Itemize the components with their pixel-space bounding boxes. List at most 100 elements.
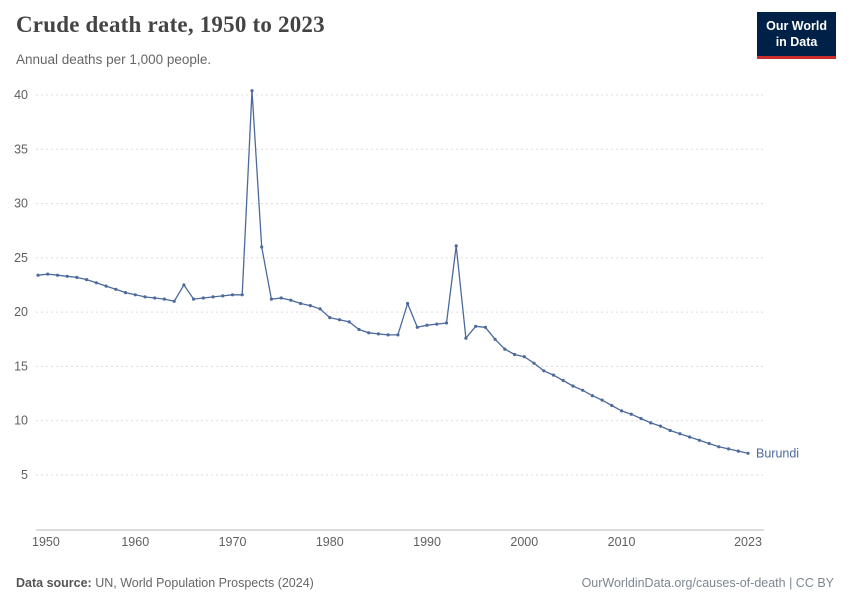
data-point[interactable] xyxy=(36,273,40,277)
data-point[interactable] xyxy=(104,284,108,288)
y-tick-label: 25 xyxy=(14,251,28,265)
data-point[interactable] xyxy=(415,325,419,329)
data-point[interactable] xyxy=(561,378,565,383)
data-point[interactable] xyxy=(357,327,361,332)
data-point[interactable] xyxy=(240,293,244,297)
data-point[interactable] xyxy=(337,318,342,322)
series-label[interactable]: Burundi xyxy=(756,446,799,460)
chart-subtitle: Annual deaths per 1,000 people. xyxy=(16,52,212,67)
data-point[interactable] xyxy=(172,299,176,303)
data-point[interactable] xyxy=(201,296,205,300)
data-point[interactable] xyxy=(279,296,283,300)
data-point[interactable] xyxy=(269,297,273,301)
data-point[interactable] xyxy=(318,307,322,311)
data-point[interactable] xyxy=(542,369,546,373)
data-point[interactable] xyxy=(425,323,429,327)
data-point[interactable] xyxy=(658,424,663,428)
credit-link[interactable]: OurWorldinData.org/causes-of-death | CC … xyxy=(581,576,834,590)
data-point[interactable] xyxy=(649,421,653,425)
x-tick-label: 1970 xyxy=(219,535,247,549)
x-tick-label: 2023 xyxy=(734,535,762,549)
data-point[interactable] xyxy=(746,451,750,455)
data-point[interactable] xyxy=(483,325,487,329)
data-point[interactable] xyxy=(221,294,225,298)
x-tick-label: 2010 xyxy=(608,535,636,549)
data-point[interactable] xyxy=(367,331,371,335)
y-tick-label: 10 xyxy=(14,414,28,428)
y-tick-label: 5 xyxy=(21,468,28,482)
data-point[interactable] xyxy=(581,388,585,392)
owid-logo-line2: in Data xyxy=(775,35,818,50)
x-tick-label: 1960 xyxy=(121,535,149,549)
data-point[interactable] xyxy=(376,332,380,336)
data-point[interactable] xyxy=(717,445,721,449)
data-point[interactable] xyxy=(736,449,740,453)
data-point[interactable] xyxy=(211,295,215,299)
data-point[interactable] xyxy=(260,245,264,249)
data-point[interactable] xyxy=(396,333,400,337)
data-point[interactable] xyxy=(299,301,303,306)
data-point[interactable] xyxy=(250,89,254,93)
data-point[interactable] xyxy=(347,320,351,324)
data-point[interactable] xyxy=(85,278,89,282)
x-tick-label: 1990 xyxy=(413,535,441,549)
data-point[interactable] xyxy=(600,398,604,402)
data-source-text: UN, World Population Prospects (2024) xyxy=(91,576,314,590)
data-point[interactable] xyxy=(620,409,624,413)
data-point[interactable] xyxy=(65,274,69,278)
data-point[interactable] xyxy=(75,275,79,279)
data-point[interactable] xyxy=(503,347,507,351)
data-point[interactable] xyxy=(230,293,235,297)
y-tick-label: 15 xyxy=(14,359,28,373)
data-point[interactable] xyxy=(474,324,478,328)
owid-logo-line1: Our World xyxy=(766,19,827,33)
owid-logo[interactable]: Our World in Data xyxy=(757,12,836,59)
data-point[interactable] xyxy=(55,273,60,277)
data-point[interactable] xyxy=(289,298,293,302)
data-point[interactable] xyxy=(454,244,458,248)
data-point[interactable] xyxy=(192,297,196,301)
y-tick-label: 35 xyxy=(14,142,28,156)
data-point[interactable] xyxy=(386,333,390,337)
data-point[interactable] xyxy=(522,355,526,359)
data-point[interactable] xyxy=(513,352,517,357)
line-burundi[interactable] xyxy=(37,90,749,454)
data-point[interactable] xyxy=(133,293,137,297)
data-point[interactable] xyxy=(123,291,128,295)
chart-svg[interactable]: 5 10 15 20 25 30 35 40 1950 1960 1970 1980 1990 2000 2… xyxy=(0,72,850,558)
data-point[interactable] xyxy=(532,361,536,365)
data-point[interactable] xyxy=(707,441,711,446)
data-point[interactable] xyxy=(153,296,157,300)
data-point[interactable] xyxy=(406,301,410,306)
data-point[interactable] xyxy=(678,432,682,436)
data-point[interactable] xyxy=(328,316,332,320)
data-point[interactable] xyxy=(444,321,449,325)
data-point[interactable] xyxy=(629,412,633,416)
data-point[interactable] xyxy=(726,447,731,451)
data-point[interactable] xyxy=(308,304,312,308)
x-tick-label: 1950 xyxy=(32,535,60,549)
data-point[interactable] xyxy=(639,416,643,421)
data-point[interactable] xyxy=(162,297,166,301)
data-point[interactable] xyxy=(551,373,556,377)
data-point[interactable] xyxy=(668,428,672,433)
data-point[interactable] xyxy=(571,384,575,388)
data-source-label: Data source: xyxy=(16,576,92,590)
data-point[interactable] xyxy=(697,438,702,442)
page-title: Crude death rate, 1950 to 2023 xyxy=(16,12,325,37)
data-point[interactable] xyxy=(114,287,118,291)
data-source: Data source: UN, World Population Prospe… xyxy=(16,576,314,590)
data-point[interactable] xyxy=(610,403,614,408)
data-point[interactable] xyxy=(493,337,497,341)
data-point[interactable] xyxy=(46,272,50,276)
data-point[interactable] xyxy=(590,394,595,398)
data-point[interactable] xyxy=(182,283,186,287)
data-point[interactable] xyxy=(143,295,147,299)
data-point[interactable] xyxy=(435,322,439,326)
data-point[interactable] xyxy=(464,336,468,340)
data-point[interactable] xyxy=(94,281,98,285)
data-point[interactable] xyxy=(688,435,692,439)
y-tick-label: 40 xyxy=(14,88,28,102)
chart-footer: Data source: UN, World Population Prospe… xyxy=(16,576,834,590)
